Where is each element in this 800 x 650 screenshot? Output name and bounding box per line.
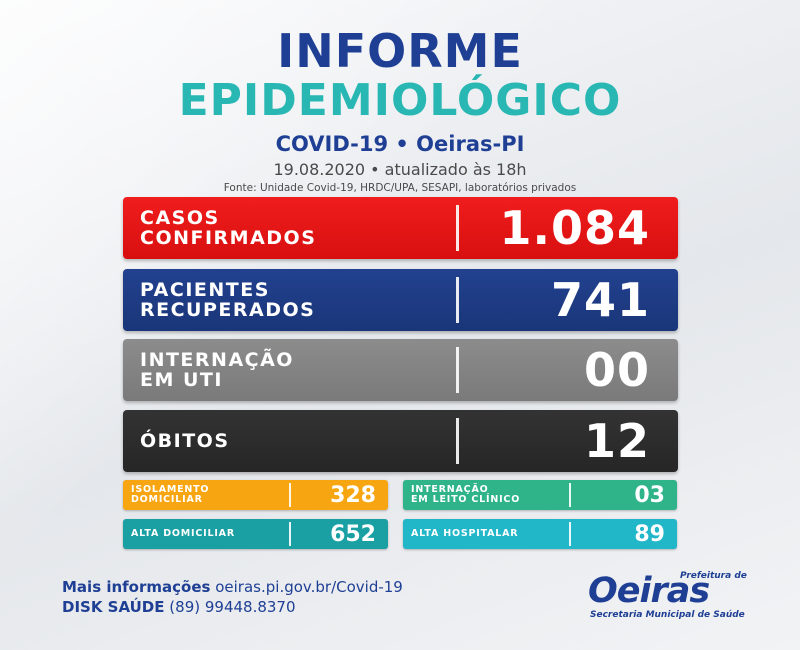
title-line1: INFORME: [277, 24, 523, 78]
label-line1: ÓBITOS: [140, 430, 230, 452]
logo-prefix: Prefeitura de: [680, 571, 747, 581]
home-discharge-label: ALTA DOMICILIAR: [123, 529, 289, 539]
divider: [456, 205, 459, 251]
data-source: Fonte: Unidade Covid-19, HRDC/UPA, SESAP…: [223, 182, 577, 194]
divider: [569, 522, 571, 546]
deaths-value: 12: [583, 414, 650, 468]
divider: [456, 347, 459, 393]
icu-admission-value: 00: [583, 343, 650, 397]
clinical-bed-label: INTERNAÇÃO EM LEITO CLÍNICO: [403, 485, 569, 505]
subtitle: COVID-19 • Oeiras-PI: [275, 132, 525, 156]
date-updated: 19.08.2020 • atualizado às 18h: [273, 160, 527, 179]
label-line1: ALTA HOSPITALAR: [411, 528, 519, 539]
divider: [289, 483, 291, 507]
home-discharge-value: 652: [330, 521, 376, 547]
home-isolation-box: ISOLAMENTO DOMICILIAR 328: [123, 480, 388, 510]
oeiras-logo: Prefeitura de Oeiras Secretaria Municipa…: [584, 565, 764, 625]
hospital-discharge-label: ALTA HOSPITALAR: [403, 529, 569, 539]
home-discharge-box: ALTA DOMICILIAR 652: [123, 519, 388, 549]
icu-admission-label: INTERNAÇÃO EM UTI: [123, 350, 456, 390]
hospital-discharge-box: ALTA HOSPITALAR 89: [403, 519, 677, 549]
recovered-patients-box: PACIENTES RECUPERADOS 741: [123, 269, 678, 331]
title-line2: EPIDEMIOLÓGICO: [178, 75, 622, 126]
label-line1: INTERNAÇÃO: [140, 349, 294, 371]
divider: [456, 277, 459, 323]
recovered-patients-value: 741: [550, 273, 650, 327]
label-line1: PACIENTES: [140, 279, 270, 301]
logo-secretaria: Secretaria Municipal de Saúde: [590, 610, 745, 620]
home-isolation-value: 328: [330, 482, 376, 508]
more-info-label: Mais informações: [62, 578, 211, 596]
label-line2: EM UTI: [140, 369, 223, 391]
disk-saude-line: DISK SAÚDE (89) 99448.8370: [62, 597, 403, 617]
hospital-discharge-value: 89: [634, 521, 665, 547]
clinical-bed-box: INTERNAÇÃO EM LEITO CLÍNICO 03: [403, 480, 677, 510]
deaths-box: ÓBITOS 12: [123, 410, 678, 472]
header: INFORME EPIDEMIOLÓGICO COVID-19 • Oeiras…: [0, 28, 800, 194]
more-info-link[interactable]: oeiras.pi.gov.br/Covid-19: [215, 578, 403, 596]
label-line1: ALTA DOMICILIAR: [131, 528, 235, 539]
divider: [289, 522, 291, 546]
confirmed-cases-box: CASOS CONFIRMADOS 1.084: [123, 197, 678, 259]
label-line2: DOMICILIAR: [131, 494, 203, 505]
label-line1: CASOS: [140, 207, 220, 229]
home-isolation-label: ISOLAMENTO DOMICILIAR: [123, 485, 289, 505]
label-line2: EM LEITO CLÍNICO: [411, 494, 521, 505]
icu-admission-box: INTERNAÇÃO EM UTI 00: [123, 339, 678, 401]
confirmed-cases-label: CASOS CONFIRMADOS: [123, 208, 456, 248]
divider: [569, 483, 571, 507]
divider: [456, 418, 459, 464]
logo-name: Oeiras: [588, 571, 710, 611]
more-info-line: Mais informações oeiras.pi.gov.br/Covid-…: [62, 577, 403, 597]
clinical-bed-value: 03: [634, 482, 665, 508]
disk-saude-phone: (89) 99448.8370: [169, 598, 296, 616]
label-line2: RECUPERADOS: [140, 299, 316, 321]
label-line1: INTERNAÇÃO: [411, 484, 489, 495]
disk-saude-label: DISK SAÚDE: [62, 598, 165, 616]
footer: Mais informações oeiras.pi.gov.br/Covid-…: [62, 577, 403, 617]
label-line2: CONFIRMADOS: [140, 227, 317, 249]
label-line1: ISOLAMENTO: [131, 484, 210, 495]
recovered-patients-label: PACIENTES RECUPERADOS: [123, 280, 456, 320]
deaths-label: ÓBITOS: [123, 431, 456, 451]
confirmed-cases-value: 1.084: [499, 201, 650, 255]
